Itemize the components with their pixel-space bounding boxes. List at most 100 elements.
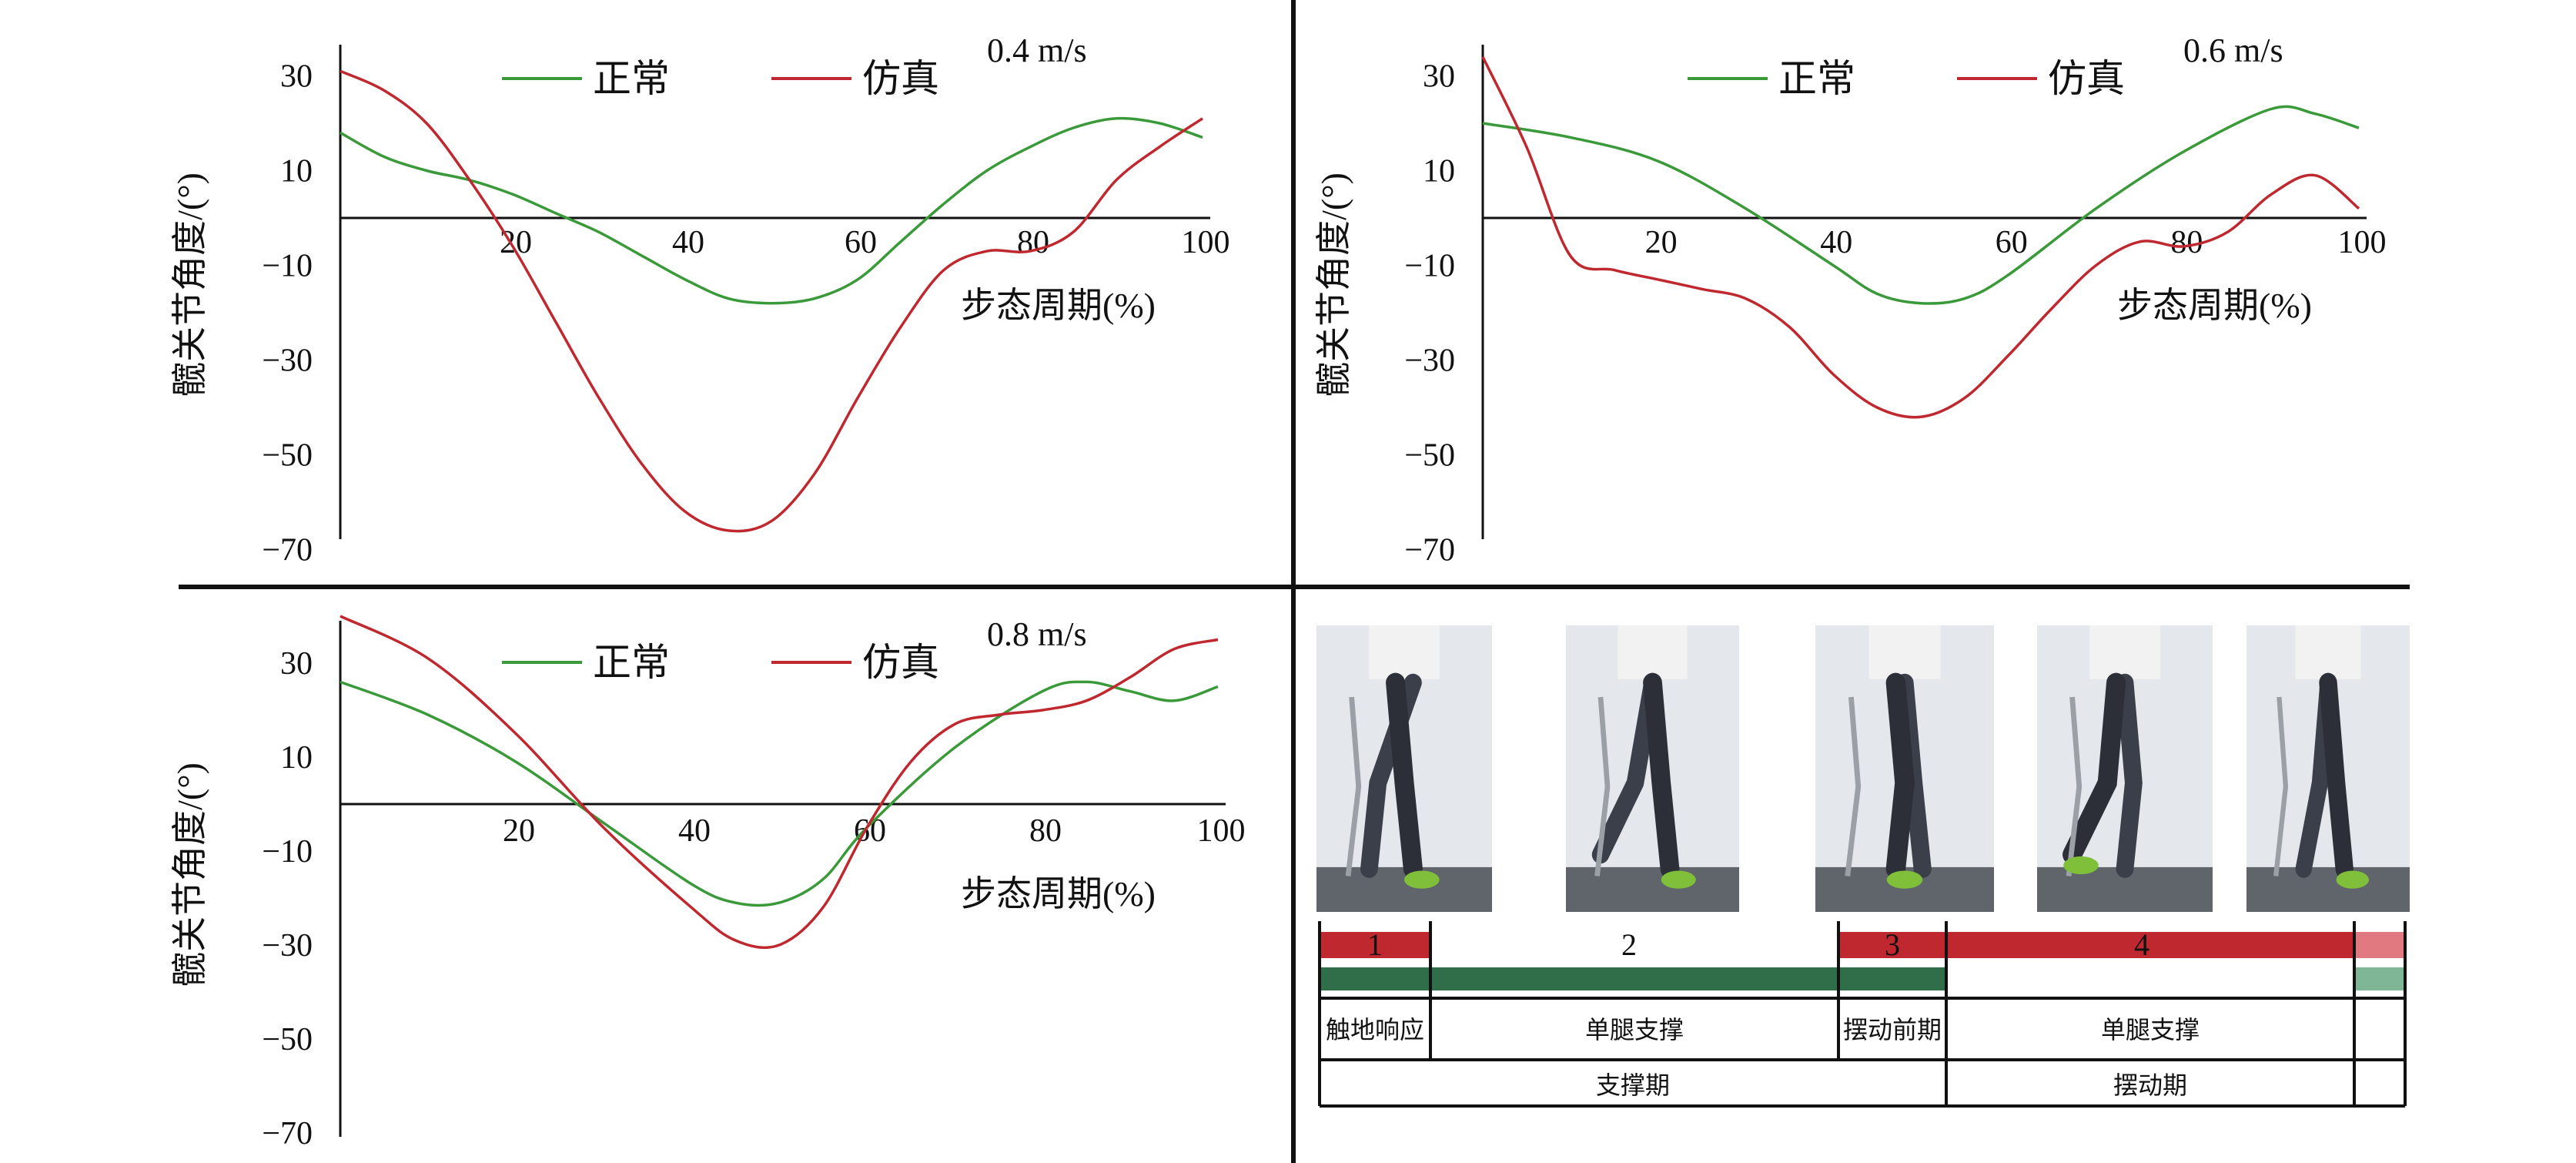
torso [1868,625,1941,679]
gait-photo-illustration [1815,625,1994,912]
gait-photo-2 [1566,625,1739,912]
sub-phase-label-4: 单腿支撑 [2101,1016,2200,1044]
phase-number-2: 2 [1621,927,1637,962]
gait-photo-illustration [1566,625,1739,912]
legend-label: 正常 [593,57,670,100]
y-tick-label: −50 [1404,438,1455,474]
series-line [340,116,1203,305]
y-tick-label: 10 [1423,154,1455,189]
gait-photo-1 [1316,625,1492,912]
y-tick-label: 10 [280,154,313,189]
gait-photo-3 [1815,625,1994,912]
exoskeleton-strut [2066,696,2083,876]
x-tick-label: 60 [845,225,877,260]
x-tick-label: 60 [1996,225,2028,260]
y-tick-label: −70 [262,1116,313,1151]
lead-leg [1885,672,1915,879]
shoe [2063,856,2099,875]
phase-label-stance: 支撑期 [1596,1071,1670,1099]
lead-leg [1643,672,1680,879]
legend-label: 仿真 [862,57,939,100]
x-tick-label: 100 [2338,225,2387,260]
y-tick-label: −50 [262,1022,313,1057]
y-tick-label: 10 [280,740,313,776]
lead-leg [2319,672,2354,879]
sub-phase-label-1: 触地响应 [1326,1016,1424,1044]
phase-bar-green-tail [2354,967,2405,990]
phase-bar-red-4 [1946,932,2354,958]
y-tick-label: −10 [262,249,313,284]
y-tick-label: −70 [262,533,313,568]
sub-phase-label-2: 单腿支撑 [1585,1016,1684,1044]
y-tick-label: −10 [262,834,313,870]
gait-photo-4 [2037,625,2213,912]
y-tick-label: 30 [280,646,313,682]
y-tick-label: 30 [1423,59,1455,95]
y-tick-label: −70 [1404,533,1455,568]
series-line [1481,56,2360,419]
torso [2089,625,2160,679]
series-line [340,615,1219,950]
y-axis-label: 髋关节角度/(°) [1314,173,1353,397]
x-tick-label: 40 [1820,225,1852,260]
x-tick-label: 20 [1645,225,1678,260]
legend-label: 正常 [1778,57,1855,100]
y-tick-label: −30 [1404,344,1455,379]
speed-annotation: 0.6 m/s [2183,32,2283,69]
series-line [1482,105,2360,305]
lead-leg [1386,672,1423,879]
legend-label: 仿真 [862,641,939,684]
gait-photo-illustration [2246,625,2410,912]
lead-leg [2062,672,2126,865]
y-tick-label: −30 [262,928,313,964]
x-tick-label: 80 [2170,225,2203,260]
x-tick-label: 80 [1017,225,1049,260]
y-axis-label: 髋关节角度/(°) [170,762,209,987]
gait-phase-table: 1 2 3 4 触地响应 单腿支撑 摆动前期 单腿支撑 支撑期 摆动期 [1318,921,2407,1108]
y-tick-label: −30 [262,344,313,379]
y-tick-label: −50 [262,438,313,474]
speed-annotation: 0.8 m/s [987,615,1087,653]
x-tick-label: 100 [1197,813,1246,849]
series-line [340,69,1203,533]
phase-number-3: 3 [1885,927,1900,962]
chart-0-4ms: 30 10 −10 −30 −50 −70 20 40 60 80 100 步态周期(%) 髋关节角度/… [170,32,1230,568]
x-axis-label: 步态周期(%) [961,874,1156,913]
phase-bar-red-3 [1838,932,1946,958]
y-tick-label: 30 [280,59,313,95]
phase-bar-green [1320,967,1946,990]
exoskeleton-strut [2273,696,2289,876]
speed-annotation: 0.4 m/s [987,32,1087,69]
gait-photo-5 [2246,625,2410,912]
phase-number-1: 1 [1367,927,1383,962]
phase-bar-red-tail [2354,932,2405,958]
legend-label: 正常 [593,641,670,684]
shoe [2336,870,2369,889]
exoskeleton-strut [1594,696,1611,876]
x-tick-label: 80 [1029,813,1062,849]
series-line [340,680,1219,907]
torso [2295,625,2361,679]
gait-photo-illustration [2037,625,2213,912]
torso [1618,625,1688,679]
shoe [1886,870,1923,889]
gait-photo-illustration [1316,625,1492,912]
x-axis-label: 步态周期(%) [961,286,1156,325]
phase-bar-red-1 [1320,932,1430,958]
rear-leg [2116,673,2143,878]
y-tick-label: −10 [1404,249,1455,284]
x-tick-label: 40 [672,225,704,260]
x-tick-label: 20 [500,225,532,260]
exoskeleton-strut [1845,696,1862,876]
x-tick-label: 20 [503,813,535,849]
legend-label: 仿真 [2048,57,2125,100]
shoe [1661,870,1696,889]
y-axis-label: 髋关节角度/(°) [170,173,209,397]
chart-0-6ms: 30 10 −10 −30 −50 −70 20 40 60 80 100 步态周期(%) 髋关节角度/… [1314,32,2387,568]
sub-phase-label-3: 摆动前期 [1843,1016,1942,1044]
phase-label-swing: 摆动期 [2113,1071,2187,1099]
torso [1369,625,1440,679]
shoe [1404,870,1440,889]
